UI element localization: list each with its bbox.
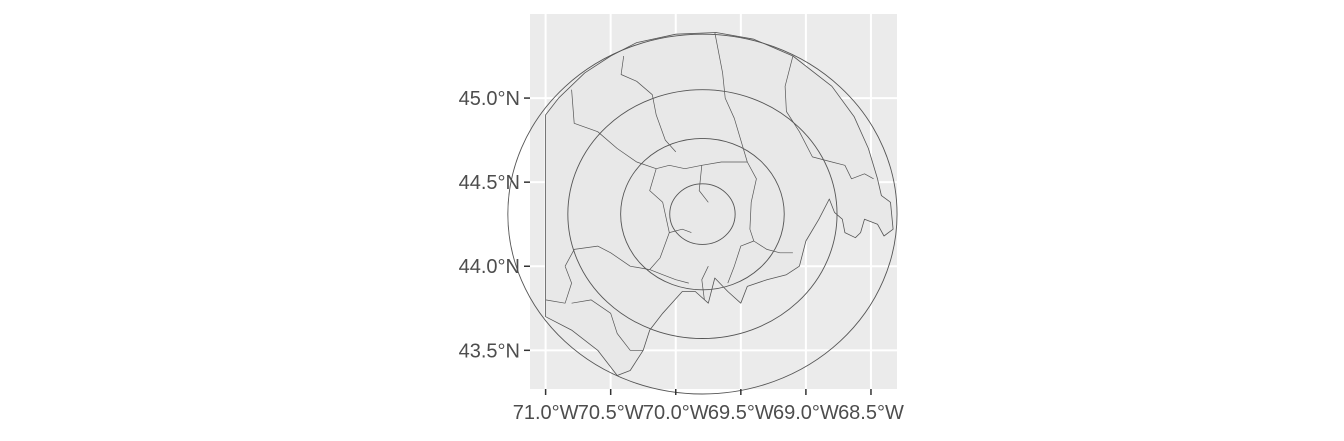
county-boundary-7 <box>545 266 572 304</box>
county-boundary-8 <box>571 299 644 351</box>
x-axis: 71.0°W 70.5°W 70.0°W 69.5°W 69.0°W 68.5°W <box>513 389 904 424</box>
y-tick-label: 45.0°N <box>459 88 520 110</box>
county-boundary-13 <box>698 165 709 203</box>
county-boundary-6 <box>564 245 650 270</box>
y-tick-label: 44.0°N <box>459 256 520 278</box>
x-tick-label: 68.5°W <box>838 402 904 424</box>
county-boundary-10 <box>746 161 757 242</box>
county-boundary-15 <box>701 266 709 300</box>
buffer-ring-1 <box>620 137 785 291</box>
x-tick-label: 70.0°W <box>643 402 709 424</box>
buffer-ring-2 <box>567 89 838 339</box>
county-boundary-9 <box>649 269 689 284</box>
x-tick-label: 70.5°W <box>578 402 644 424</box>
y-tick-label: 43.5°N <box>459 340 520 362</box>
county-boundary-5 <box>649 168 670 270</box>
county-boundary-1 <box>620 55 677 153</box>
county-regions <box>545 32 894 376</box>
county-boundary-0 <box>571 89 657 170</box>
county-boundary-11 <box>727 240 754 284</box>
county-boundary-16 <box>831 161 874 180</box>
county-boundary-14 <box>669 228 692 233</box>
county-boundary-2 <box>714 32 748 163</box>
region-outline <box>545 32 894 376</box>
y-axis: 45.0°N 44.5°N 44.0°N 43.5°N <box>459 88 530 362</box>
buffer-ring-0 <box>669 183 736 245</box>
buffer-rings <box>507 33 898 395</box>
y-tick-label: 44.5°N <box>459 172 520 194</box>
x-tick-label: 69.5°W <box>708 402 774 424</box>
x-tick-label: 71.0°W <box>513 402 579 424</box>
x-tick-label: 69.0°W <box>773 402 839 424</box>
buffer-ring-3 <box>507 33 898 395</box>
